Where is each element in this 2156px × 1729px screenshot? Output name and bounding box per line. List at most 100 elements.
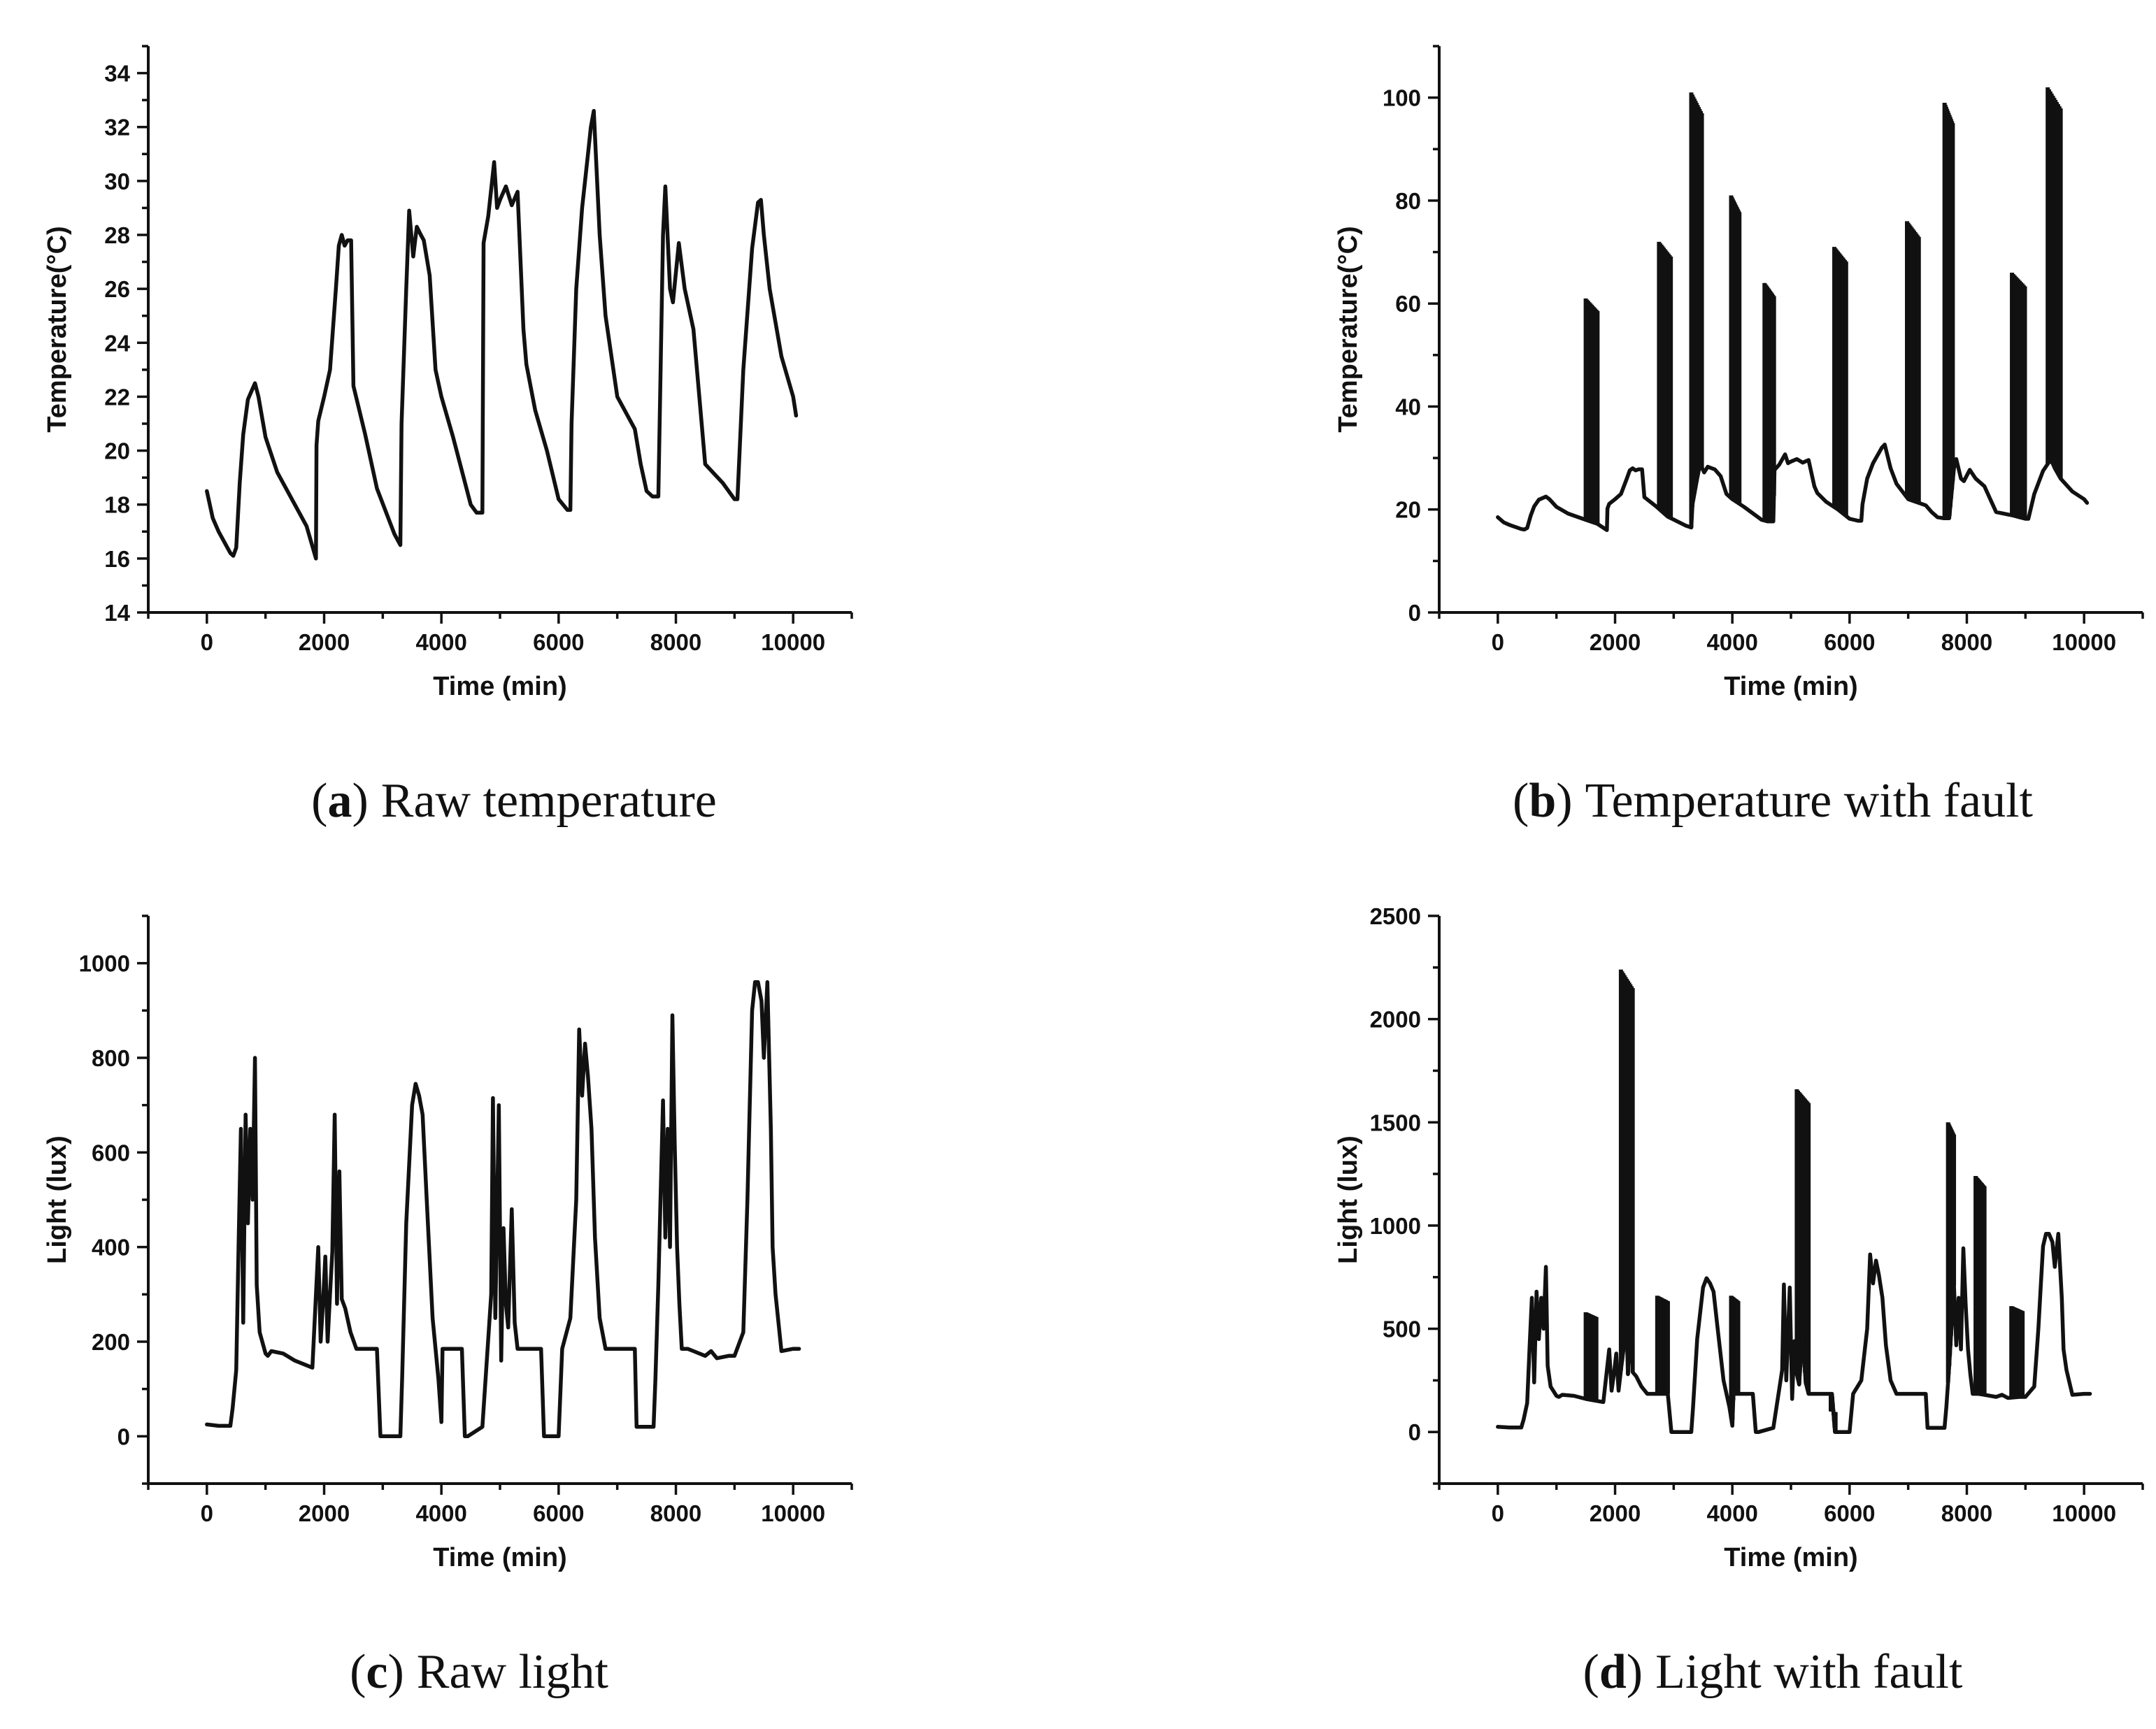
y-tick-label: 80	[1395, 188, 1421, 214]
y-tick-label: 16	[104, 546, 130, 572]
y-tick-label: 100	[1383, 85, 1421, 111]
x-tick-label: 4000	[1706, 1500, 1757, 1526]
y-tick-label: 1000	[79, 951, 130, 977]
x-tick-label: 8000	[1941, 1500, 1992, 1526]
x-tick-label: 2000	[1590, 1500, 1641, 1526]
fault-spike-group	[1832, 247, 1848, 517]
x-tick-label: 6000	[1824, 1500, 1875, 1526]
y-tick-label: 20	[104, 438, 130, 464]
caption-text: Raw light	[417, 1645, 609, 1699]
x-tick-label: 2000	[1590, 629, 1641, 655]
y-tick-label: 400	[92, 1235, 130, 1261]
y-tick-label: 0	[117, 1423, 130, 1449]
fault-spike-group	[1942, 103, 1955, 519]
fault-spike-group	[2009, 1306, 2025, 1398]
fault-spike-group	[1689, 92, 1704, 528]
x-axis-title: Time (min)	[1724, 1543, 1857, 1572]
y-tick-label: 2000	[1370, 1007, 1421, 1033]
caption-letter: c	[366, 1645, 387, 1699]
series-line	[205, 108, 799, 561]
caption-letter: d	[1599, 1645, 1627, 1699]
x-tick-label: 8000	[1941, 629, 1992, 655]
x-axis-title: Time (min)	[1724, 672, 1857, 701]
fault-spike-group	[1657, 241, 1673, 519]
y-tick-label: 600	[92, 1140, 130, 1165]
x-tick-label: 6000	[533, 629, 584, 655]
series-line	[205, 980, 801, 1439]
fault-spike-group	[1946, 1122, 1957, 1383]
x-tick-label: 10000	[761, 629, 825, 655]
x-tick-label: 2000	[299, 1500, 350, 1526]
chart-panel-b: 0 2000 4000 6000 8000 10000 0 20 40 60 80 100 Time (…	[1334, 45, 2144, 828]
x-tick-label: 0	[1492, 629, 1504, 655]
caption-open-paren: (	[311, 774, 327, 828]
x-tick-label: 4000	[415, 1500, 466, 1526]
y-tick-label: 24	[104, 330, 130, 356]
x-tick-label: 4000	[415, 629, 466, 655]
fault-spike-group	[2010, 273, 2027, 519]
y-tick-label: 34	[104, 61, 130, 87]
series-line	[1496, 443, 2090, 532]
fault-spike-group	[1583, 298, 1600, 524]
fault-spike-group	[1794, 1089, 1811, 1394]
y-tick-label: 1000	[1370, 1213, 1421, 1239]
x-tick-label: 8000	[650, 1500, 701, 1526]
x-tick-label: 4000	[1706, 629, 1757, 655]
y-tick-label: 60	[1395, 291, 1421, 317]
figure-caption: (a) Raw temperature	[311, 774, 717, 828]
caption-text: Raw temperature	[381, 774, 717, 828]
x-axis-title: Time (min)	[433, 672, 566, 701]
y-tick-label: 20	[1395, 497, 1421, 523]
y-tick-label: 32	[104, 115, 130, 141]
y-tick-label: 500	[1383, 1317, 1421, 1342]
chart-panel-a: 0 2000 4000 6000 8000 10000 14 16 18 20 22 24 26 28 30…	[43, 45, 853, 828]
fault-spike-group	[1583, 1312, 1599, 1401]
y-tick-label: 14	[104, 600, 130, 626]
y-tick-label: 30	[104, 168, 130, 194]
fault-spike-group	[2046, 87, 2063, 479]
fault-spike-group	[1729, 195, 1742, 504]
y-tick-label: 28	[104, 222, 130, 248]
fault-spike-group	[1762, 282, 1776, 522]
x-tick-label: 0	[201, 1500, 213, 1526]
caption-letter: a	[327, 774, 352, 828]
fault-spike-group	[1655, 1296, 1670, 1394]
y-tick-label: 200	[92, 1329, 130, 1355]
y-axis-title: Temperature(°C)	[1334, 226, 1363, 432]
series-line	[1496, 1231, 2092, 1434]
figure-caption: (b) Temperature with fault	[1513, 774, 2034, 828]
caption-letter: b	[1529, 774, 1556, 828]
fault-spike-group	[1973, 1176, 1987, 1396]
chart-panel-c: 0 2000 4000 6000 8000 10000 0 200 400 600 800 1000 T…	[43, 914, 853, 1699]
x-tick-label: 0	[1492, 1500, 1504, 1526]
x-tick-label: 10000	[2052, 1500, 2116, 1526]
y-axis-title: Light (lux)	[43, 1135, 72, 1264]
y-tick-label: 40	[1395, 394, 1421, 419]
x-tick-label: 8000	[650, 629, 701, 655]
y-tick-label: 18	[104, 492, 130, 518]
figure-caption: (d) Light with fault	[1583, 1645, 1963, 1699]
x-axis-title: Time (min)	[433, 1543, 566, 1572]
caption-text: Temperature with fault	[1585, 774, 2034, 828]
chart-panel-d: 0 2000 4000 6000 8000 10000 0 500 1000 1500 2000 25…	[1334, 903, 2144, 1699]
y-tick-label: 1500	[1370, 1110, 1421, 1135]
y-tick-label: 26	[104, 276, 130, 302]
y-tick-label: 0	[1408, 1419, 1421, 1445]
x-tick-label: 2000	[299, 629, 350, 655]
x-tick-label: 10000	[2052, 629, 2116, 655]
fault-spike-group	[1904, 221, 1921, 503]
caption-open-paren: (	[1513, 774, 1529, 828]
caption-close-paren: )	[352, 774, 368, 828]
fault-spike-group	[1618, 969, 1635, 1375]
caption-close-paren: )	[1556, 774, 1572, 828]
y-tick-label: 800	[92, 1045, 130, 1071]
y-tick-label: 22	[104, 384, 130, 410]
caption-close-paren: )	[387, 1645, 404, 1699]
x-tick-label: 10000	[761, 1500, 825, 1526]
caption-text: Light with fault	[1655, 1645, 1963, 1699]
x-tick-label: 6000	[533, 1500, 584, 1526]
caption-close-paren: )	[1627, 1645, 1643, 1699]
x-tick-label: 6000	[1824, 629, 1875, 655]
caption-open-paren: (	[1583, 1645, 1599, 1699]
